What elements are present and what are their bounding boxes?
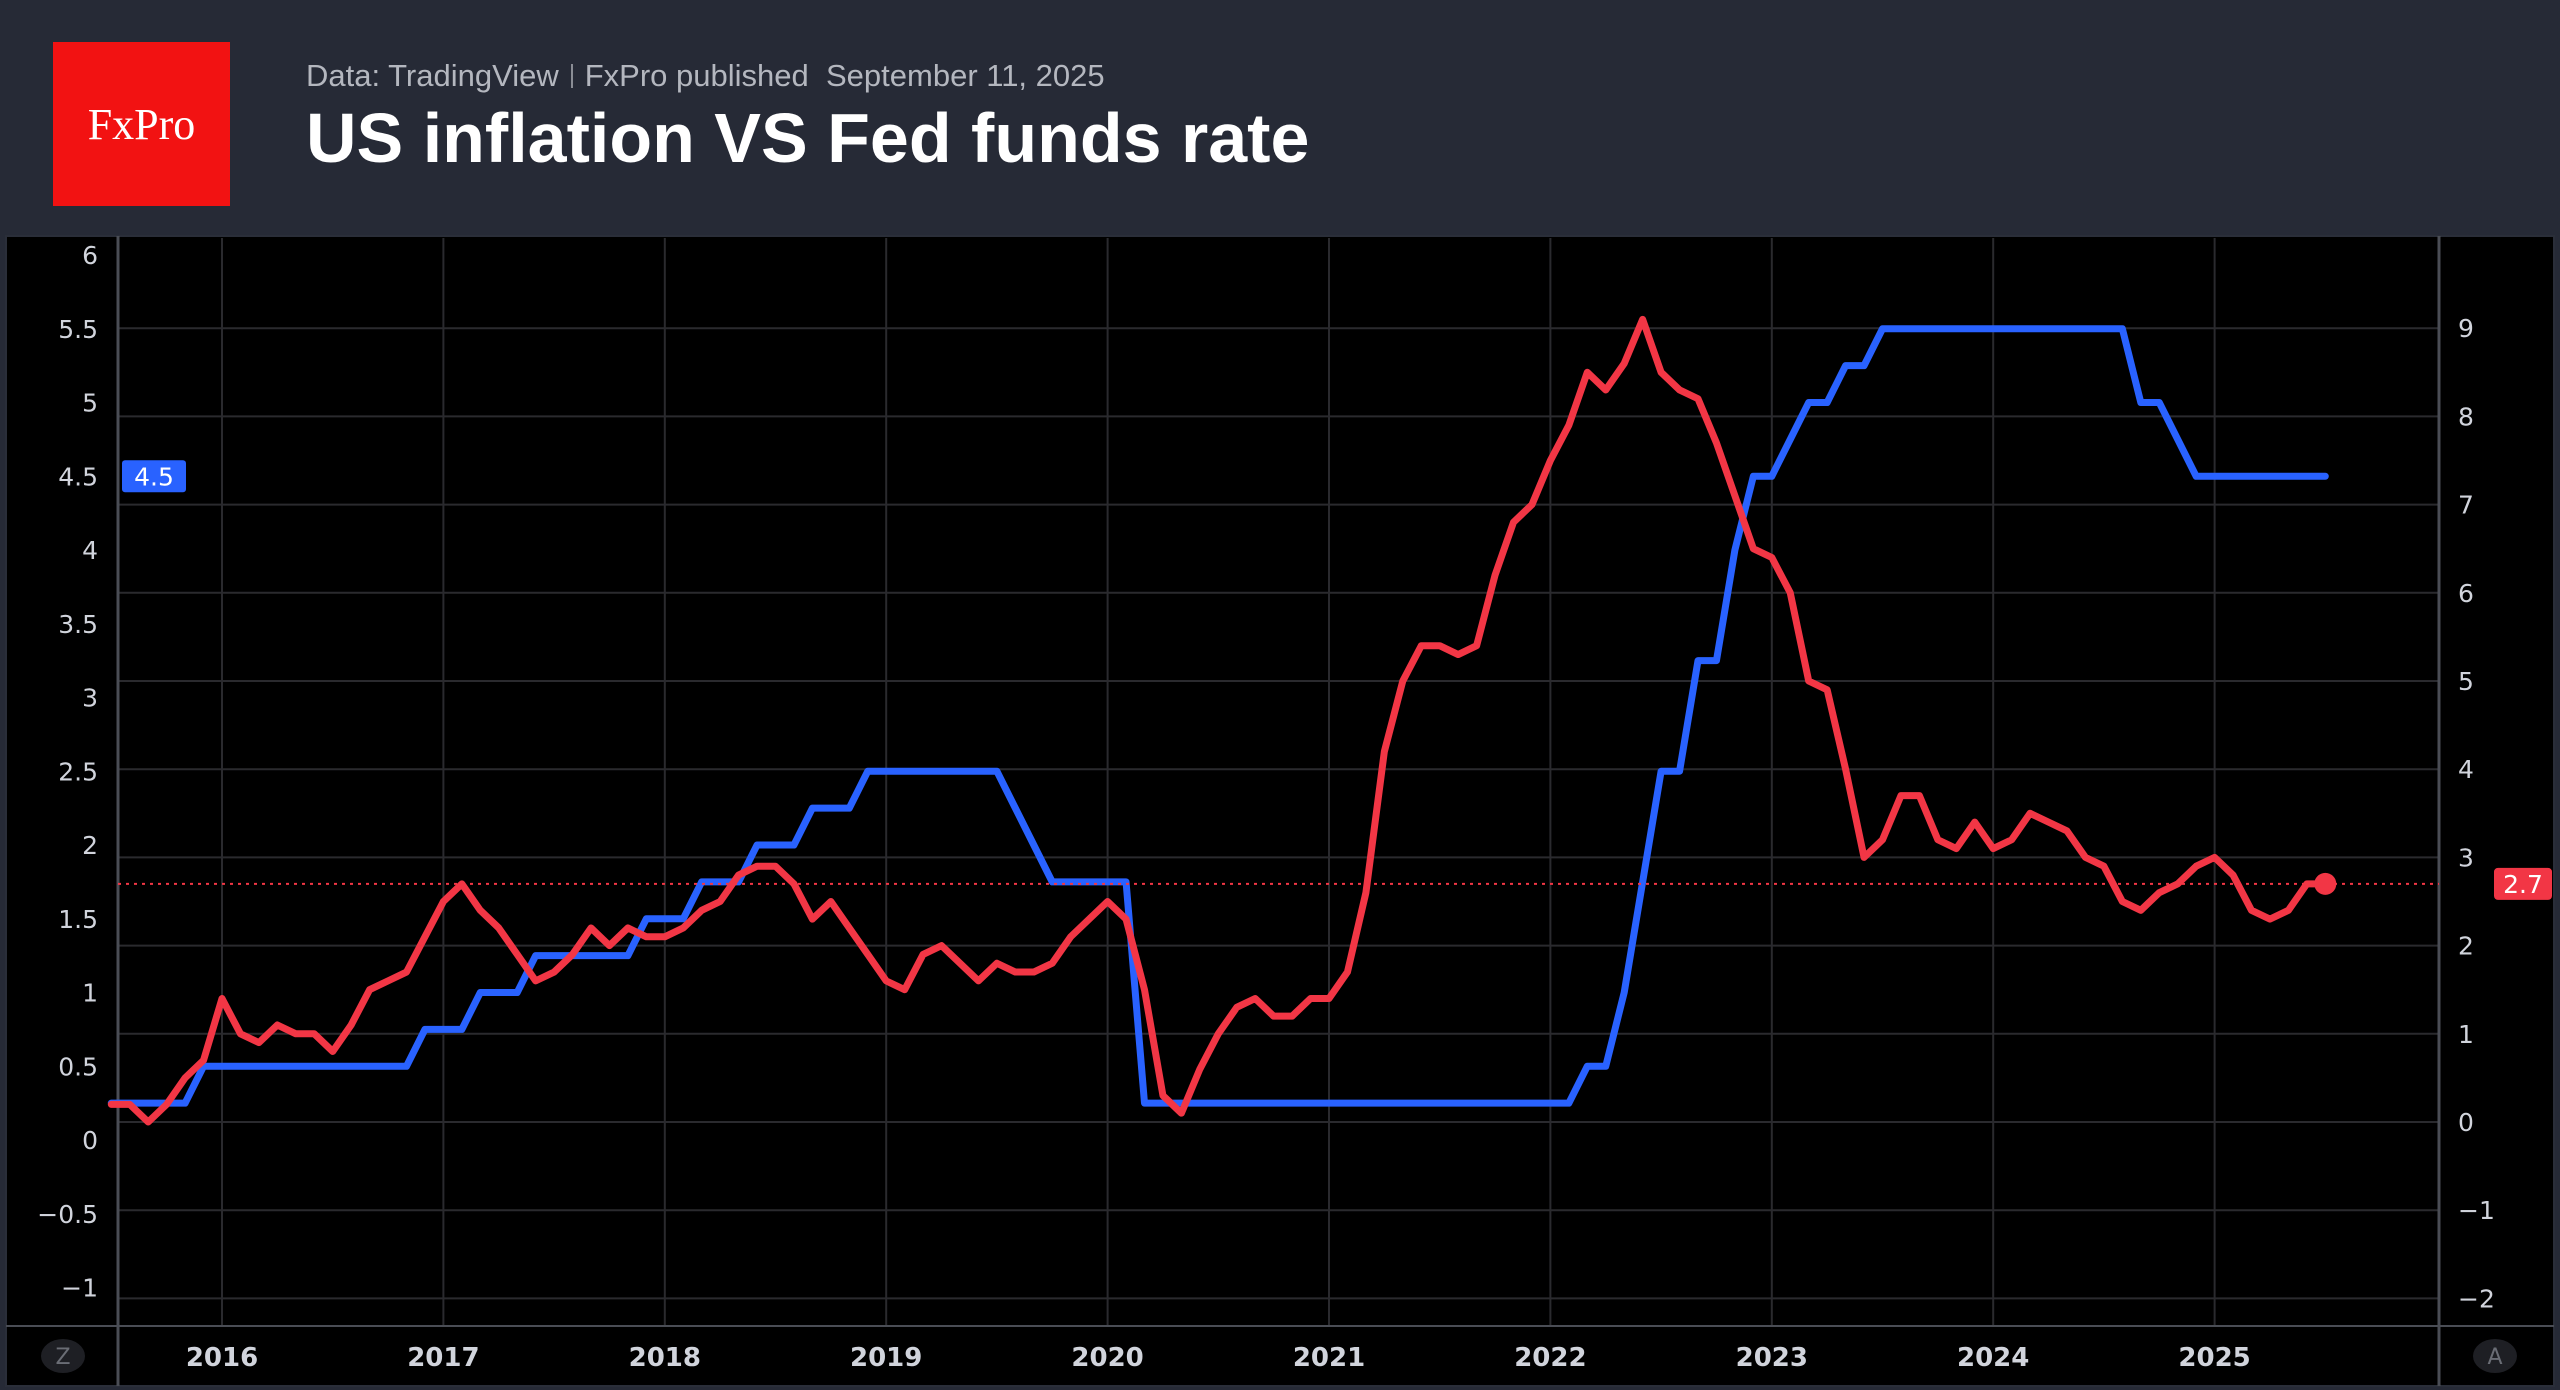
x-axis-tick-label: 2019	[850, 1343, 922, 1373]
right-axis-tick-label: 5	[2458, 667, 2474, 696]
fed-price-tag-label: 4.5	[134, 462, 174, 491]
left-axis-tick-label: 3	[82, 684, 98, 713]
left-axis-tick-label: 4	[82, 536, 98, 565]
separator	[570, 64, 573, 88]
left-axis-tick-label: 5	[82, 389, 98, 418]
auto-scale-button-label[interactable]: A	[2487, 1345, 2502, 1370]
left-axis-tick-label: 1.5	[58, 905, 98, 934]
right-axis-tick-label: −2	[2458, 1284, 2495, 1313]
left-axis-tick-label: −0.5	[37, 1200, 98, 1229]
left-axis-tick-label: 3.5	[58, 610, 98, 639]
right-axis-tick-label: 4	[2458, 755, 2474, 784]
x-axis-tick-label: 2021	[1293, 1343, 1365, 1373]
left-axis-tick-label: −1	[61, 1274, 98, 1303]
right-axis-tick-label: 6	[2458, 579, 2474, 608]
x-axis-tick-label: 2017	[407, 1343, 479, 1373]
left-axis-tick-label: 2.5	[58, 757, 98, 786]
fed-line	[107, 325, 2329, 1107]
chart-area: 6 5.5 5 4.5 4 3.5 3 2.5 2 1.5 1 0.5 0 −0.5 −1 9 8 7 6 5 4 3 2 1…	[5, 235, 2555, 1387]
chart-title: US inflation VS Fed funds rate	[306, 99, 1310, 177]
left-axis-tick-label: 6	[82, 241, 98, 270]
fed-price-tag	[122, 460, 186, 493]
z-button-label[interactable]: Z	[55, 1345, 70, 1370]
right-axis-tick-label: 8	[2458, 402, 2474, 431]
x-axis-tick-label: 2024	[1957, 1343, 2029, 1373]
auto-scale-button[interactable]	[2473, 1339, 2517, 1373]
plot-background	[5, 235, 2555, 1387]
right-axis-tick-label: 9	[2458, 314, 2474, 343]
right-axis-tick-label: 0	[2458, 1108, 2474, 1137]
left-axis-tick-label: 4.5	[58, 462, 98, 491]
right-axis-tick-label: −1	[2458, 1196, 2495, 1225]
right-axis-tick-label: 1	[2458, 1020, 2474, 1049]
left-axis-tick-label: 2	[82, 831, 98, 860]
publish-date: September 11, 2025	[826, 58, 1105, 93]
x-axis-tick-label: 2018	[629, 1343, 701, 1373]
cpi-line	[107, 315, 2329, 1126]
x-axis-tick-label: 2022	[1514, 1343, 1586, 1373]
logo-text: FxPro	[87, 99, 196, 149]
publisher: FxPro published	[584, 58, 809, 93]
z-button[interactable]	[41, 1339, 85, 1373]
fxpro-logo: FxPro	[53, 42, 230, 206]
left-axis-tick-label: 5.5	[58, 315, 98, 344]
data-source: Data: TradingView	[306, 58, 559, 93]
x-axis-tick-label: 2020	[1071, 1343, 1143, 1373]
right-axis-tick-label: 7	[2458, 491, 2474, 520]
left-axis-tick-label: 0	[82, 1126, 98, 1155]
cpi-price-tag	[2494, 867, 2552, 900]
cpi-last-point	[2314, 872, 2337, 895]
chart-subtitle: Data: TradingView FxPro published Septemb…	[306, 58, 1105, 94]
right-axis-tick-label: 3	[2458, 843, 2474, 872]
left-axis-tick-label: 0.5	[58, 1052, 98, 1081]
left-axis-tick-label: 1	[82, 979, 98, 1008]
x-axis-tick-label: 2023	[1736, 1343, 1808, 1373]
x-axis-tick-label: 2016	[186, 1343, 258, 1373]
chart-header: FxPro Data: TradingView FxPro published S…	[0, 0, 2560, 234]
cpi-price-tag-label: 2.7	[2503, 870, 2543, 899]
right-axis-tick-label: 2	[2458, 932, 2474, 961]
x-axis-tick-label: 2025	[2178, 1343, 2250, 1373]
